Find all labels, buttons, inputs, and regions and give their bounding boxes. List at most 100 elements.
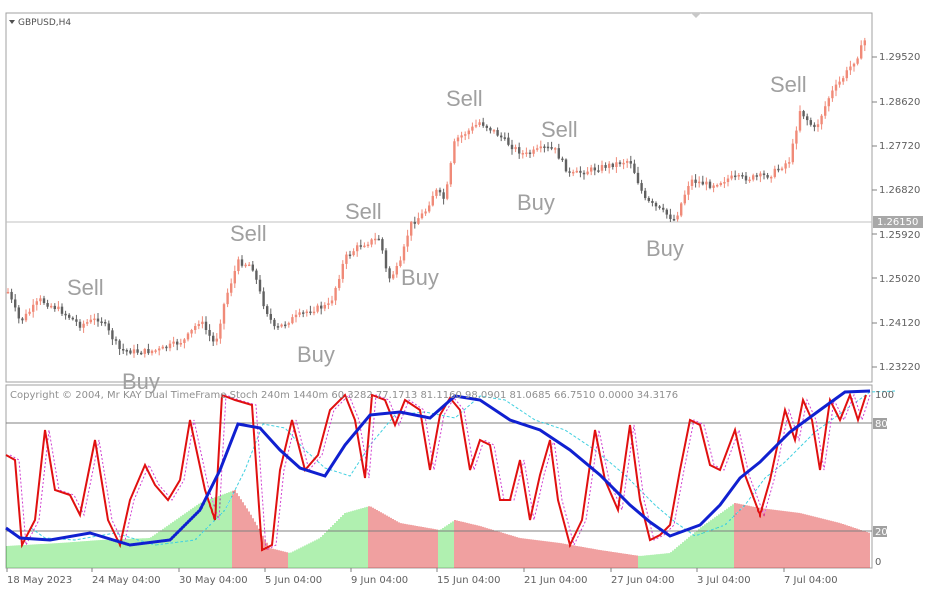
- candle-body: [564, 159, 568, 172]
- candle-body: [651, 200, 654, 203]
- price-tick: 1.28620: [879, 97, 920, 108]
- candle-body: [57, 306, 60, 310]
- candle-body: [276, 326, 280, 328]
- candle-body: [165, 346, 168, 349]
- candle-body: [705, 181, 708, 185]
- level-20-badge: [873, 526, 887, 537]
- candle-body: [104, 322, 107, 324]
- candle-body: [406, 235, 409, 247]
- candle-body: [806, 116, 809, 121]
- candle-body: [453, 141, 456, 164]
- candle-body: [626, 161, 629, 163]
- candle-body: [384, 250, 388, 269]
- candle-body: [777, 168, 780, 171]
- candle-body: [266, 306, 269, 314]
- chart-shift-marker-icon[interactable]: [691, 13, 701, 18]
- candle-body: [557, 148, 560, 159]
- candle-body: [327, 303, 330, 305]
- candle-body: [46, 303, 49, 307]
- time-label: 24 May 04:00: [92, 575, 161, 586]
- time-label: 30 May 04:00: [179, 575, 248, 586]
- candle-body: [683, 194, 686, 204]
- candle-body: [604, 165, 607, 168]
- candle-body: [500, 135, 503, 138]
- candle-body: [64, 313, 67, 316]
- candle-body: [539, 146, 542, 149]
- candle-body: [820, 115, 823, 125]
- candle-body: [690, 179, 694, 186]
- candle-body: [550, 147, 553, 149]
- time-label: 7 Jul 04:00: [784, 575, 838, 586]
- candle-body: [636, 172, 640, 184]
- candle-body: [248, 264, 251, 267]
- price-tick: 1.23220: [879, 362, 920, 373]
- candle-body: [215, 338, 218, 342]
- sell-signal-label: Sell: [541, 117, 578, 142]
- candle-body: [536, 148, 539, 150]
- histogram: [6, 490, 870, 568]
- candle-body: [669, 214, 672, 219]
- candle-body: [330, 300, 334, 304]
- price-tick: 1.29520: [879, 52, 920, 63]
- candle-body: [96, 318, 100, 322]
- candle-body: [730, 175, 733, 179]
- candle-body: [618, 162, 622, 165]
- candle-body: [172, 341, 175, 344]
- candle-body: [838, 81, 841, 85]
- candle-body: [698, 181, 701, 184]
- candle-body: [132, 349, 136, 354]
- candle-body: [417, 218, 420, 224]
- candle-body: [629, 161, 632, 164]
- buy-signal-label: Buy: [122, 369, 160, 394]
- level-80-badge: [873, 418, 887, 429]
- candle-body: [543, 146, 546, 148]
- price-panel[interactable]: [5, 12, 873, 383]
- candle-body: [219, 323, 222, 339]
- candle-body: [712, 185, 715, 188]
- candle-body: [478, 122, 481, 125]
- candle-body: [644, 190, 647, 199]
- candle-body: [150, 350, 154, 354]
- candle-body: [129, 350, 132, 354]
- candle-body: [442, 192, 445, 199]
- candle-body: [672, 218, 676, 221]
- time-label: 5 Jun 04:00: [265, 575, 322, 586]
- candle-body: [179, 342, 182, 345]
- candle-body: [294, 314, 298, 318]
- candle-body: [348, 254, 352, 257]
- candle-body: [183, 339, 186, 343]
- candle-body: [71, 317, 74, 320]
- candle-body: [568, 171, 571, 173]
- candle-body: [701, 181, 704, 185]
- candle-body: [759, 173, 762, 177]
- candle-body: [251, 264, 254, 271]
- candle-body: [654, 202, 658, 207]
- candle-body: [53, 305, 56, 310]
- candle-body: [766, 175, 769, 178]
- candle-body: [86, 322, 89, 324]
- candle-body: [208, 329, 211, 336]
- candle-body: [680, 203, 683, 216]
- stoch-main-line: [5, 392, 867, 552]
- candle-body: [17, 307, 20, 319]
- candle-body: [226, 292, 229, 305]
- sell-signal-label: Sell: [230, 221, 267, 246]
- candle-body: [194, 326, 197, 331]
- candle-body: [744, 175, 748, 181]
- price-tick: 1.25920: [879, 230, 920, 241]
- candle-body: [168, 343, 172, 349]
- candle-body: [122, 349, 125, 351]
- chevron-down-icon[interactable]: [9, 20, 15, 24]
- candle-body: [737, 175, 740, 177]
- price-tick: 1.24120: [879, 318, 920, 329]
- candle-body: [374, 238, 377, 241]
- buy-signal-label: Buy: [297, 342, 335, 367]
- candle-body: [507, 137, 510, 145]
- candle-body: [600, 165, 604, 171]
- candle-body: [572, 171, 575, 174]
- candle-body: [449, 163, 452, 185]
- candle-body: [521, 153, 524, 155]
- candle-body: [752, 175, 755, 180]
- candle-body: [125, 350, 128, 352]
